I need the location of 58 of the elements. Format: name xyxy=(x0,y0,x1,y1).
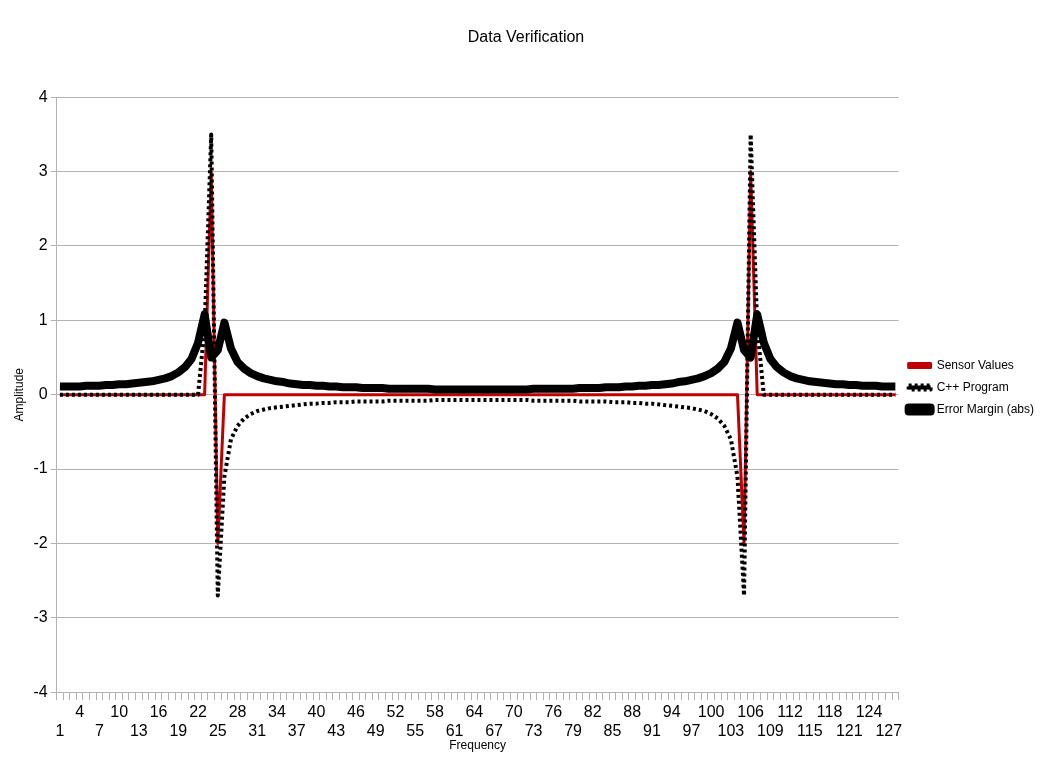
x-tick-label: 7 xyxy=(94,722,104,740)
y-axis-title: Amplitude xyxy=(11,367,26,422)
x-tick-label: 82 xyxy=(583,703,602,721)
x-tick-label: 91 xyxy=(643,722,661,740)
x-tick-label: 55 xyxy=(406,722,425,740)
x-tick-label: 115 xyxy=(797,722,823,740)
x-tick-label: 13 xyxy=(129,722,148,740)
x-tick-label: 46 xyxy=(347,703,365,721)
x-tick-label: 10 xyxy=(110,703,129,721)
x-tick-label: 19 xyxy=(169,722,188,740)
x-tick-label: 109 xyxy=(757,722,784,740)
x-tick-label: 100 xyxy=(697,703,725,721)
y-tick-label: 1 xyxy=(38,310,48,328)
x-tick-label: 22 xyxy=(189,703,208,721)
x-tick-label: 52 xyxy=(386,703,405,721)
x-tick-label: 121 xyxy=(835,722,863,740)
x-tick-label: 67 xyxy=(485,722,504,740)
x-tick-label: 4 xyxy=(75,703,85,721)
x-tick-label: 73 xyxy=(524,722,543,740)
x-tick-label: 16 xyxy=(149,703,168,721)
legend-label: Sensor Values xyxy=(936,357,1014,372)
legend-label: C++ Program xyxy=(936,379,1009,394)
x-tick-label: 58 xyxy=(425,703,444,721)
x-tick-label: 25 xyxy=(208,722,227,740)
y-tick-label: -2 xyxy=(33,533,48,551)
x-tick-label: 112 xyxy=(777,703,803,721)
x-tick-label: 76 xyxy=(544,703,563,721)
x-tick-label: 61 xyxy=(445,722,464,740)
y-tick-label: 2 xyxy=(38,236,48,254)
x-tick-label: 127 xyxy=(875,722,903,740)
y-tick-label: 3 xyxy=(38,161,48,179)
x-tick-label: 103 xyxy=(717,722,745,740)
x-tick-label: 1 xyxy=(55,722,65,740)
x-axis-title: Frequency xyxy=(449,738,506,753)
x-tick-label: 88 xyxy=(623,703,642,721)
x-tick-label: 34 xyxy=(268,703,286,721)
legend-label: Error Margin (abs) xyxy=(936,401,1035,416)
x-tick-label: 43 xyxy=(327,722,346,740)
x-tick-label: 94 xyxy=(662,703,681,721)
x-tick-label: 85 xyxy=(603,722,622,740)
x-tick-label: 124 xyxy=(855,703,883,721)
x-tick-label: 28 xyxy=(228,703,247,721)
x-tick-label: 31 xyxy=(248,722,267,740)
x-tick-label: 40 xyxy=(307,703,326,721)
x-tick-label: 70 xyxy=(504,703,523,721)
y-tick-label: 4 xyxy=(38,87,48,105)
x-tick-label: 79 xyxy=(564,722,583,740)
x-tick-label: 97 xyxy=(682,722,701,740)
x-tick-label: 49 xyxy=(366,722,385,740)
y-tick-label: -4 xyxy=(33,682,48,700)
x-tick-label: 106 xyxy=(737,703,765,721)
x-tick-label: 37 xyxy=(287,722,306,740)
x-tick-label: 118 xyxy=(816,703,843,721)
chart-title: Data Verification xyxy=(467,28,585,46)
y-tick-label: -3 xyxy=(33,608,48,626)
y-tick-label: 0 xyxy=(38,385,48,403)
x-tick-label: 64 xyxy=(465,703,484,721)
y-tick-label: -1 xyxy=(33,459,48,477)
